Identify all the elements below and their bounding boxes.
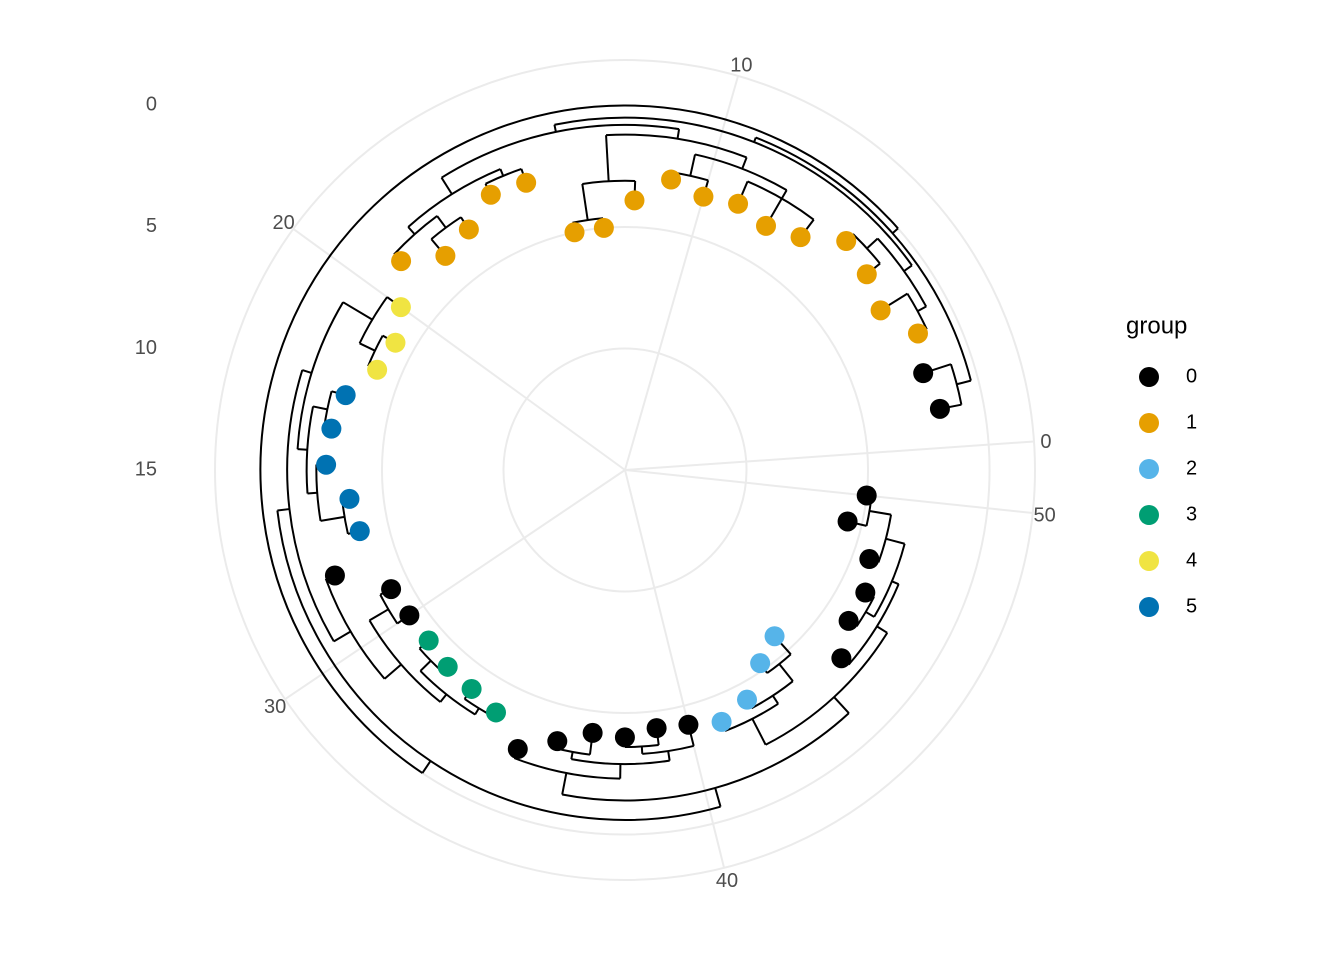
y-tick-label: 10 [135,337,157,359]
y-tick-label: 5 [146,215,157,237]
tip-point [486,702,506,722]
tip-point [583,723,603,743]
tip-point [839,611,859,631]
tip-point [391,297,411,317]
legend-label: 3 [1186,503,1197,525]
tip-point [678,715,698,735]
tip-point [737,690,757,710]
tree-branch [298,449,308,450]
tip-point [615,727,635,747]
legend-swatch [1139,413,1159,433]
tip-point [661,170,681,190]
tip-point [350,521,370,541]
tip-point [756,216,776,236]
tip-point [750,653,770,673]
tip-point [391,251,411,271]
tip-point [624,190,644,210]
tip-point [381,579,401,599]
tip-point [908,323,928,343]
tip-point [547,731,567,751]
tip-point [838,511,858,531]
y-tick-label: 0 [146,94,157,116]
tip-point [836,231,856,251]
tip-point [765,626,785,646]
tip-point [871,300,891,320]
tip-point [459,219,479,239]
tip-point [857,485,877,505]
tip-point [438,657,458,677]
legend-label: 4 [1186,549,1197,571]
tip-point [481,185,501,205]
tip-point [791,227,811,247]
legend-swatch [1139,551,1159,571]
tip-point [728,194,748,214]
tip-point [855,583,875,603]
x-tick-label: 40 [716,870,738,892]
tip-point [594,218,614,238]
y-tick-label: 15 [135,458,157,480]
tree-branch [277,509,289,510]
tip-point [930,399,950,419]
legend-swatch [1139,597,1159,617]
tip-point [693,187,713,207]
tip-point [339,489,359,509]
legend-label: 5 [1186,595,1197,617]
tip-point [462,679,482,699]
tip-point [508,739,528,759]
tip-point [336,385,356,405]
legend-swatch [1139,459,1159,479]
legend-swatch [1139,505,1159,525]
legend-label: 1 [1186,411,1197,433]
tip-point [831,648,851,668]
tip-point [565,222,585,242]
legend-label: 0 [1186,365,1197,387]
tip-point [857,264,877,284]
tip-point [367,360,387,380]
tip-point [516,173,536,193]
x-tick-label: 50 [1034,505,1056,527]
tip-point [712,712,732,732]
legend-title: group [1126,312,1187,339]
tip-point [913,363,933,383]
tip-point [435,246,455,266]
tip-point [325,565,345,585]
x-tick-label: 0 [1040,431,1051,453]
tree-branch [571,752,572,759]
tip-point [419,631,439,651]
legend-label: 2 [1186,457,1197,479]
x-tick-label: 30 [264,696,286,718]
legend-swatch [1139,367,1159,387]
tip-point [321,419,341,439]
tree-branch [307,493,317,494]
tip-point [399,605,419,625]
tip-point [647,718,667,738]
tip-point [316,455,336,475]
tip-point [385,333,405,353]
tip-point [859,549,879,569]
x-tick-label: 10 [730,55,752,77]
x-tick-label: 20 [273,212,295,234]
